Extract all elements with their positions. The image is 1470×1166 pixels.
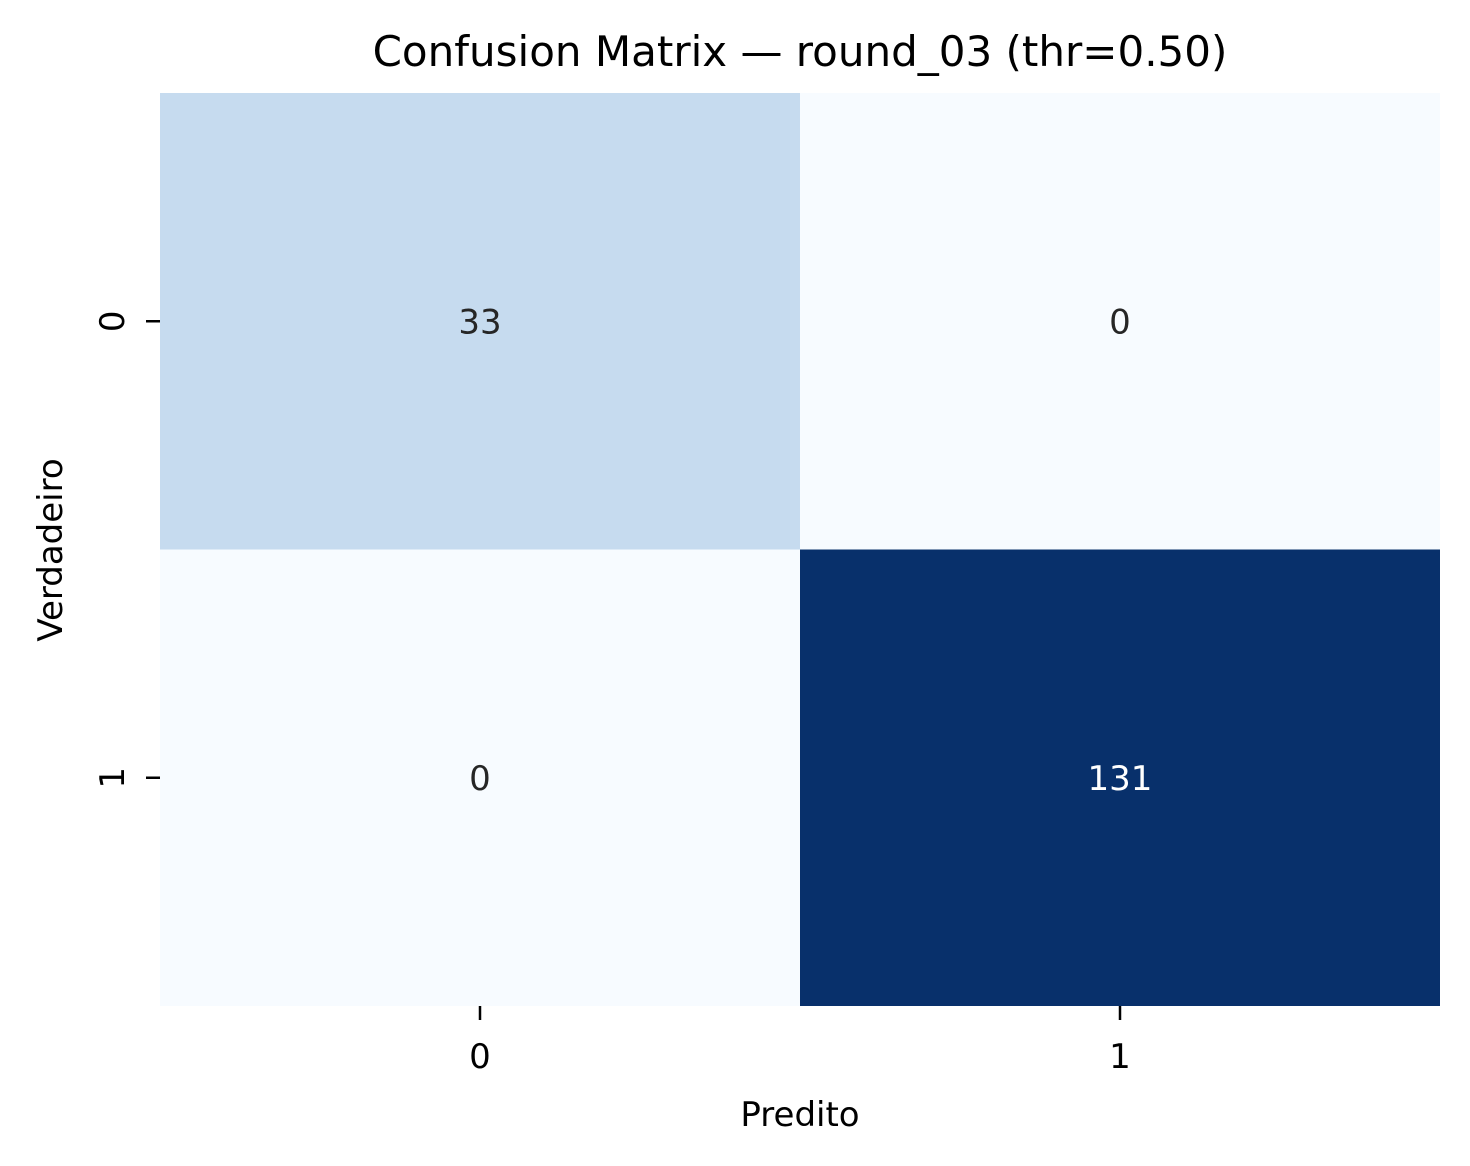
heatmap-cell-r1-c1 bbox=[800, 549, 1440, 1006]
chart-title: Confusion Matrix — round_03 (thr=0.50) bbox=[373, 27, 1228, 76]
heatmap-cell-r0-c0 bbox=[160, 93, 800, 550]
cell-value-r1-c1: 131 bbox=[1088, 759, 1153, 799]
cell-value-r0-c1: 0 bbox=[1109, 302, 1131, 342]
heatmap-cells bbox=[160, 93, 1440, 1006]
cell-value-r0-c0: 33 bbox=[458, 302, 501, 342]
cell-value-r1-c0: 0 bbox=[469, 759, 491, 799]
x-tick-label-1: 1 bbox=[1109, 1037, 1131, 1077]
heatmap-cell-r1-c0 bbox=[160, 549, 800, 1006]
heatmap-cell-labels: 33 0 0 131 bbox=[458, 302, 1152, 799]
y-tick-label-0: 0 bbox=[93, 310, 133, 332]
heatmap-cell-r0-c1 bbox=[800, 93, 1440, 550]
y-axis-label: Verdadeiro bbox=[31, 458, 71, 641]
x-axis-label: Predito bbox=[740, 1095, 859, 1135]
y-tick-label-1: 1 bbox=[93, 767, 133, 789]
x-tick-label-0: 0 bbox=[469, 1037, 491, 1077]
y-axis-ticks: 01 bbox=[93, 310, 160, 789]
